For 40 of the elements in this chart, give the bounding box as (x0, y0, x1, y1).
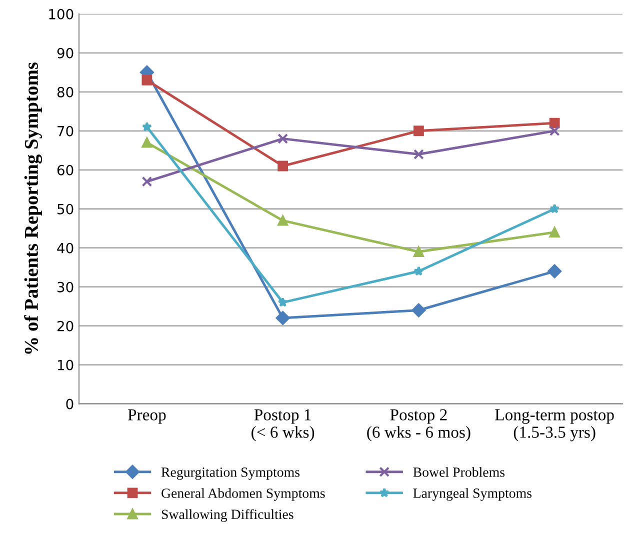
y-tick-label: 90 (57, 48, 74, 58)
y-axis-title: % of Patients Reporting Symptoms (24, 62, 42, 354)
point (549, 126, 560, 136)
point (142, 122, 152, 132)
point (550, 204, 560, 214)
legend-label: Bowel Problems (413, 467, 505, 477)
y-tick-label: 70 (58, 126, 74, 136)
legend-label: Laryngeal Symptoms (413, 488, 532, 501)
y-tick-label: 100 (49, 8, 74, 20)
x-tick-label: Long-term postop (1.5-3.5 yrs) (495, 409, 614, 442)
x-tick-label: Preop (128, 409, 166, 424)
point (413, 246, 424, 257)
point (142, 74, 152, 86)
point (413, 149, 424, 160)
y-tick-label: 40 (57, 242, 74, 254)
point (549, 118, 560, 128)
x-tick-label: Postop 1 (< 6 wks) (252, 409, 314, 442)
legend-label: Swallowing Difficulties (162, 509, 294, 522)
point (278, 160, 288, 172)
point (278, 133, 288, 144)
x-tick-label: Postop 2 (6 wks - 6 mos) (367, 409, 470, 442)
point (412, 303, 426, 318)
y-tick-label: 80 (57, 86, 74, 98)
y-tick-label: 0 (66, 398, 74, 410)
point (278, 215, 288, 226)
point (276, 311, 290, 325)
point (278, 297, 288, 307)
y-tick-label: 10 (58, 360, 74, 370)
point (413, 126, 424, 136)
point (142, 137, 152, 148)
point (414, 266, 424, 276)
point (142, 176, 152, 187)
point (549, 227, 560, 238)
legend-label: Regurgitation Symptoms (161, 468, 300, 480)
point (548, 264, 562, 278)
legend-label: General Abdomen Symptoms (162, 488, 325, 501)
y-tick-label: 30 (58, 282, 74, 292)
y-tick-label: 50 (58, 204, 74, 214)
y-tick-label: 20 (57, 320, 74, 332)
y-tick-label: 60 (57, 164, 74, 176)
